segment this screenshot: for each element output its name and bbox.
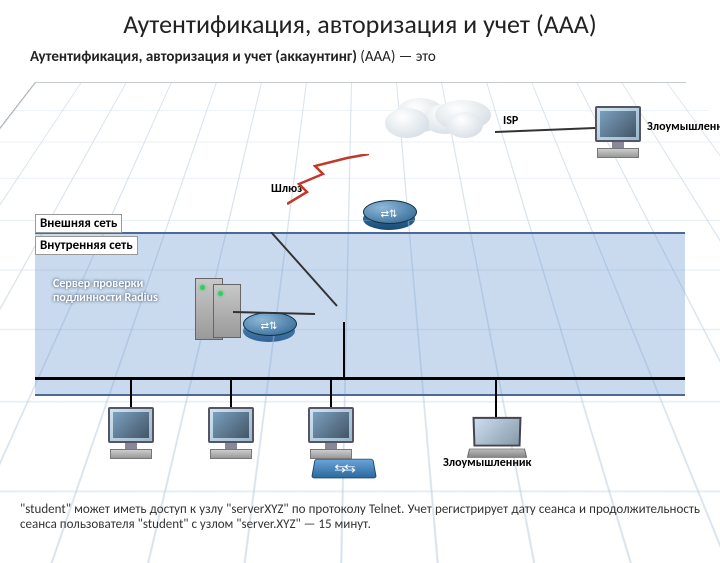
workstation-3-icon [303, 407, 359, 457]
subtitle-rest: (ААА) — это [357, 48, 436, 66]
bus-drop-2 [230, 377, 232, 409]
label-attacker-ext: Злоумышленник [647, 120, 720, 134]
bus-drop-1 [130, 377, 132, 409]
label-isp: ISP [503, 114, 518, 128]
gateway-router-icon: ⇄⇅ [243, 294, 295, 346]
workstation-2-icon [203, 407, 259, 457]
footer-text: "student" может иметь доступ к узлу "ser… [20, 502, 700, 532]
slide-title: Аутентификация, авторизация и учет (ААА) [40, 8, 680, 40]
bus-drop-3 [330, 377, 332, 409]
label-attacker-int: Злоумышленник [443, 456, 531, 470]
isp-cloud-icon [385, 90, 495, 138]
bus-drop-4 [495, 377, 497, 417]
slide-subtitle: Аутентификация, авторизация и учет (акка… [30, 48, 690, 66]
subtitle-bold: Аутентификация, авторизация и учет (акка… [30, 48, 357, 66]
internal-attacker-laptop-icon [467, 417, 527, 457]
internal-network-zone [35, 232, 685, 396]
external-attacker-pc-icon [590, 106, 646, 156]
label-gateway: Шлюз [271, 182, 302, 196]
label-external-net: Внешняя сеть [35, 214, 122, 233]
label-internal-net: Внутренняя сеть [35, 236, 138, 255]
network-diagram: Внешняя сеть Внутренняя сеть ISP ⇄⇅ Злоу… [35, 82, 685, 472]
network-bus [35, 377, 685, 380]
isp-router-icon: ⇄⇅ [363, 182, 415, 234]
workstation-1-icon [103, 407, 159, 457]
core-switch-icon: ⇆⇆ [311, 459, 377, 479]
radius-server-icon [195, 278, 223, 340]
label-radius: Сервер проверки подлинности Radius [53, 277, 183, 305]
